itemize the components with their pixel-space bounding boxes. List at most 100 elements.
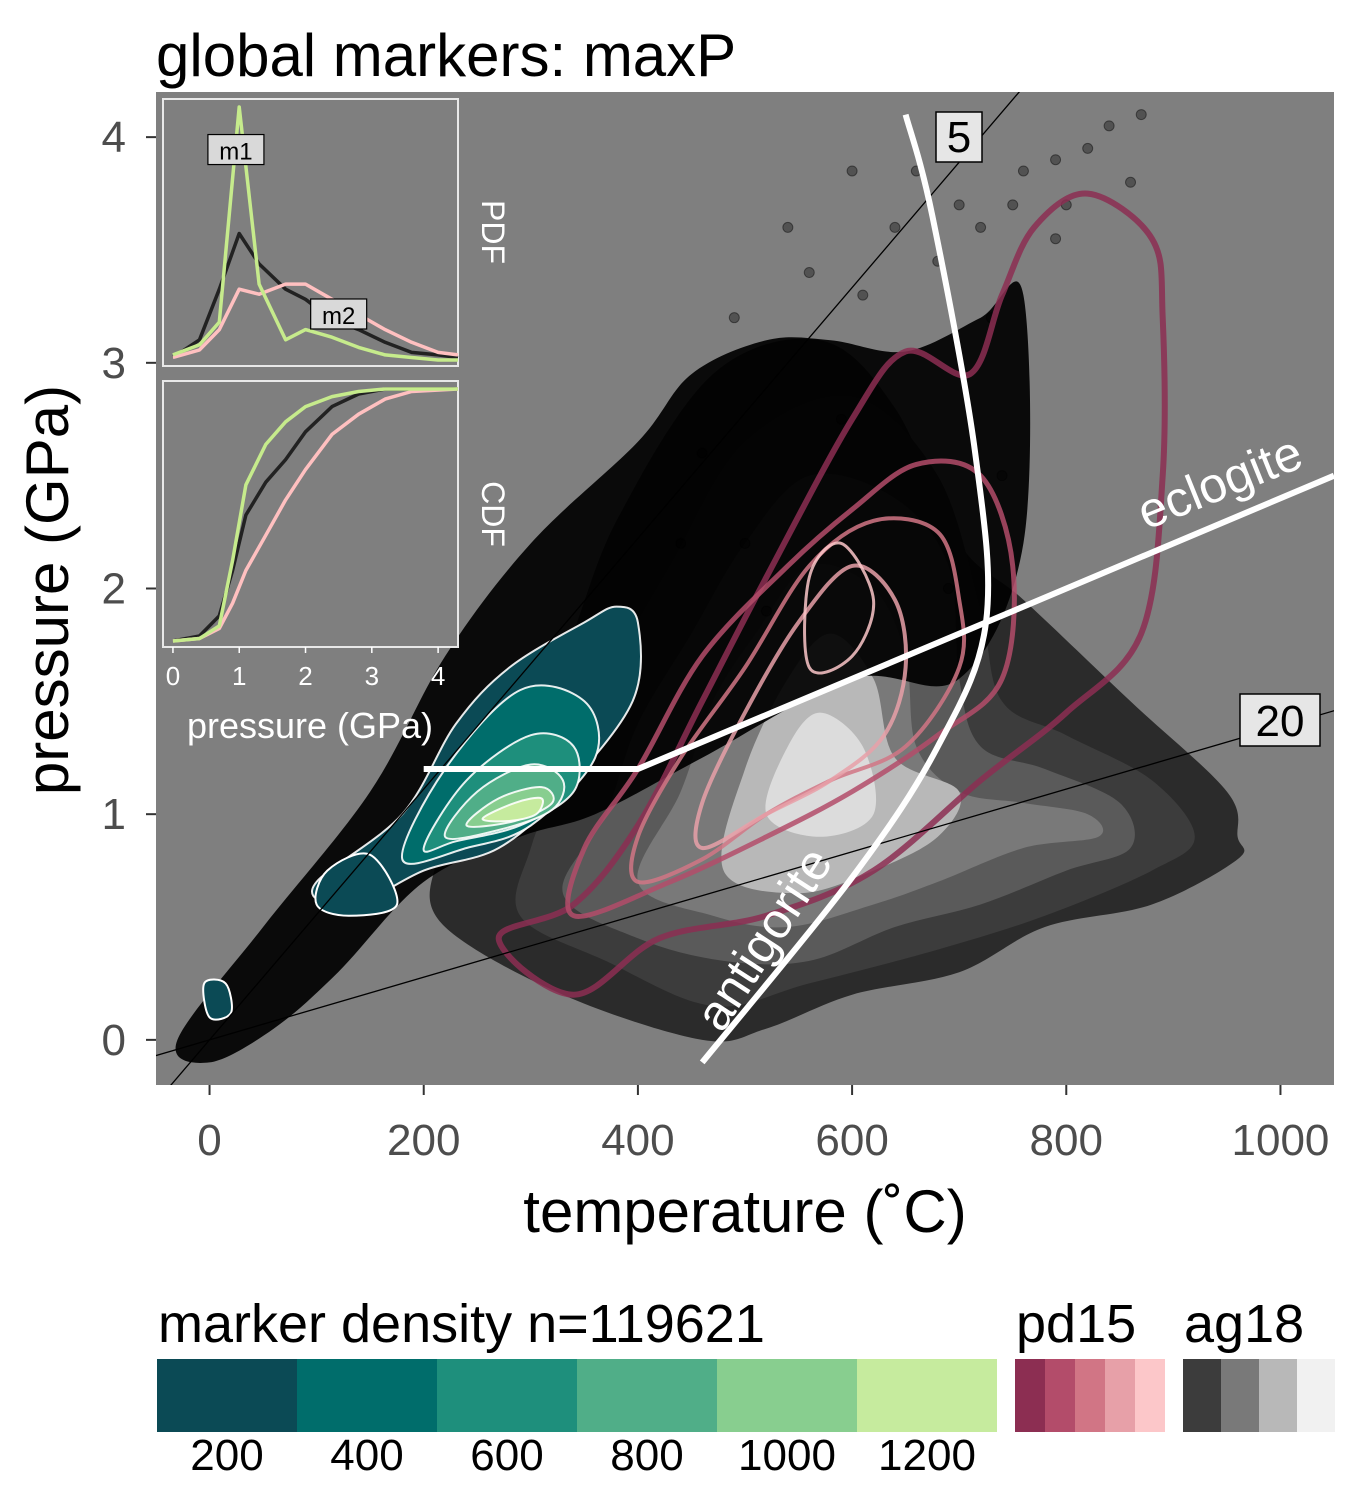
pdf-annotation-label: m2 — [322, 303, 355, 330]
legend-title-density: marker density n=119621 — [158, 1294, 765, 1354]
y-tick-label: 1 — [102, 790, 126, 839]
ag18-legend-key — [1259, 1359, 1297, 1432]
inset-panels: m1 m2 PDF CDF 0 1 2 3 4 pressure (GPa) — [162, 98, 511, 746]
cdf-x-tick-label: 2 — [298, 661, 312, 691]
marker-point — [1082, 142, 1094, 154]
marker-point — [760, 605, 772, 617]
cdf-x-tick-label: 4 — [431, 661, 445, 691]
reaction-lines — [423, 113, 1334, 1065]
marker-point — [889, 221, 901, 233]
marker-point — [996, 470, 1008, 482]
marker-point — [1125, 176, 1137, 188]
marker-point — [1050, 233, 1062, 245]
pdf-strip-label: PDF — [475, 200, 511, 264]
marker-point — [975, 221, 987, 233]
density-contour-blob — [314, 852, 399, 917]
cdf-x-tick-label: 1 — [232, 661, 246, 691]
marker-point — [803, 267, 815, 279]
geotherm-label: 20 — [1256, 697, 1305, 746]
eclogite-line — [423, 472, 1334, 772]
pd15-legend-key — [1015, 1359, 1045, 1432]
x-tick-label: 800 — [1030, 1116, 1103, 1165]
density-contour-1200 — [481, 796, 544, 823]
marker-point — [1017, 165, 1029, 177]
density-legend-label: 600 — [470, 1431, 543, 1480]
density-contour-blob — [202, 978, 233, 1021]
marker-point — [846, 165, 858, 177]
cdf-x-axis-label: pressure (GPa) — [187, 705, 433, 746]
density-legend-label: 800 — [610, 1431, 683, 1480]
marker-point — [1050, 154, 1062, 166]
density-legend-key — [857, 1359, 997, 1432]
marker-point — [696, 447, 708, 459]
ag18-legend-key — [1297, 1359, 1335, 1432]
density-legend-key — [437, 1359, 577, 1432]
legend-title-pd15: pd15 — [1016, 1294, 1136, 1354]
chart-title: global markers: maxP — [156, 22, 736, 89]
x-axis-label: temperature (˚C) — [523, 1178, 966, 1245]
geotherm-line — [156, 710, 1334, 1057]
density-legend-label: 1000 — [738, 1431, 836, 1480]
y-tick-label: 0 — [102, 1016, 126, 1065]
geotherm-line — [170, 92, 1021, 1085]
density-legend-label: 400 — [330, 1431, 403, 1480]
ag18-legend-key — [1183, 1359, 1221, 1432]
marker-point — [942, 583, 954, 594]
y-tick-label: 2 — [102, 565, 126, 614]
cdf-x-tick-label: 0 — [166, 661, 180, 691]
y-axis-label: pressure (GPa) — [14, 385, 81, 795]
density-legend-key — [297, 1359, 437, 1432]
cdf-strip-label: CDF — [475, 481, 511, 547]
marker-point — [835, 413, 847, 425]
geotherm-label: 5 — [947, 113, 971, 162]
cdf-inset-panel — [162, 380, 459, 648]
geotherm-label-box — [935, 111, 983, 163]
marker-point — [782, 221, 794, 233]
pd15-contour-level-4 — [693, 563, 909, 851]
marker-point — [1007, 199, 1019, 211]
marker-point — [739, 537, 751, 549]
pd15-contour-level-5 — [803, 541, 876, 675]
pd15-legend-key — [1075, 1359, 1105, 1432]
legends: marker density n=119621 pd15 ag18 200 400… — [157, 1294, 1335, 1480]
ag18-contour-level-6 — [765, 712, 877, 837]
y-tick-label: 4 — [102, 113, 126, 162]
density-legend-label: 200 — [190, 1431, 263, 1480]
marker-point — [953, 199, 965, 211]
density-legend-key — [157, 1359, 297, 1432]
geotherm-lines — [156, 92, 1334, 1085]
x-tick-label: 400 — [601, 1116, 674, 1165]
pdf-series-ag18 — [171, 231, 459, 360]
x-tick-label: 0 — [197, 1116, 221, 1165]
marker-point — [1103, 120, 1115, 132]
marker-point — [728, 312, 740, 324]
pdf-series-pd15 — [172, 282, 459, 360]
legend-title-ag18: ag18 — [1184, 1294, 1304, 1354]
y-tick-label: 3 — [102, 339, 126, 388]
pd15-legend-key — [1105, 1359, 1135, 1432]
x-tick-label: 200 — [387, 1116, 460, 1165]
marker-point — [675, 537, 687, 549]
pdf-annotation-box — [310, 298, 368, 330]
pdf-series-maxP — [172, 105, 458, 362]
density-legend-key — [577, 1359, 717, 1432]
cdf-x-tick-label: 3 — [365, 661, 379, 691]
marker-point — [1135, 109, 1147, 121]
pd15-legend-key — [1135, 1359, 1165, 1432]
marker-point — [857, 289, 869, 301]
density-legend-key — [717, 1359, 857, 1432]
marker-density-contours — [202, 605, 642, 1021]
x-tick-label: 1000 — [1232, 1116, 1330, 1165]
pdf-annotation-label: m1 — [219, 139, 252, 166]
cdf-series-maxP — [172, 387, 458, 643]
ag18-legend-key — [1221, 1359, 1259, 1432]
pd15-legend-key — [1045, 1359, 1075, 1432]
plot-contents — [156, 92, 1334, 1085]
cdf-series-pd15 — [172, 387, 459, 643]
x-tick-label: 600 — [815, 1116, 888, 1165]
density-legend-label: 1200 — [878, 1431, 976, 1480]
pdf-annotation-box — [207, 133, 265, 166]
